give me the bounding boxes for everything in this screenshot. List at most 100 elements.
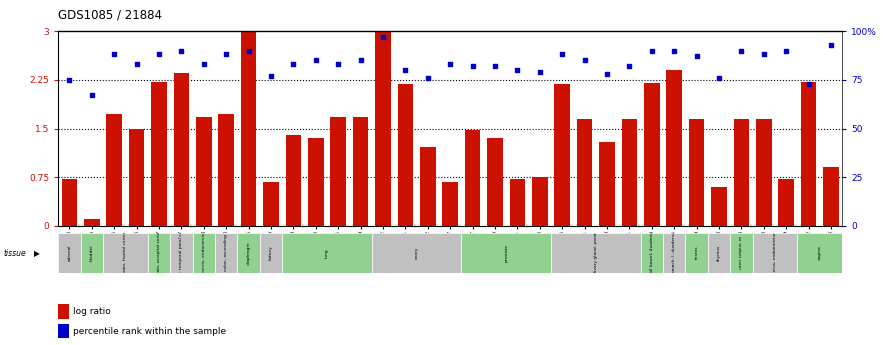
Bar bbox=[398, 84, 413, 226]
Point bbox=[443, 61, 457, 67]
Point bbox=[532, 69, 547, 75]
Point bbox=[555, 52, 570, 57]
Point bbox=[645, 48, 659, 53]
Point bbox=[711, 75, 726, 81]
Bar bbox=[193, 233, 215, 273]
Bar bbox=[487, 138, 503, 226]
Text: brain, frontal cortex: brain, frontal cortex bbox=[124, 231, 127, 274]
Bar bbox=[260, 233, 282, 273]
Point bbox=[286, 61, 300, 67]
Bar bbox=[58, 233, 81, 273]
Bar bbox=[689, 119, 704, 226]
Point bbox=[129, 61, 143, 67]
Bar bbox=[107, 114, 122, 226]
Point bbox=[690, 53, 704, 59]
Bar bbox=[241, 31, 256, 226]
Bar bbox=[81, 233, 103, 273]
Point bbox=[420, 75, 435, 81]
Point bbox=[511, 67, 525, 73]
Point bbox=[308, 58, 323, 63]
Text: cervix, endocervix: cervix, endocervix bbox=[202, 233, 206, 273]
Bar bbox=[331, 117, 346, 226]
Text: thymus: thymus bbox=[717, 245, 721, 261]
Bar bbox=[663, 233, 685, 273]
Bar bbox=[174, 73, 189, 226]
Text: adrenal: adrenal bbox=[67, 245, 72, 261]
Bar bbox=[465, 130, 480, 226]
Point bbox=[353, 58, 367, 63]
Bar bbox=[685, 233, 708, 273]
Bar bbox=[730, 233, 753, 273]
Point bbox=[823, 42, 838, 48]
Bar bbox=[753, 233, 797, 273]
Bar bbox=[756, 119, 771, 226]
Text: ▶: ▶ bbox=[34, 249, 40, 258]
Text: ovary: ovary bbox=[415, 247, 418, 259]
Bar bbox=[263, 182, 279, 226]
Bar bbox=[779, 179, 794, 226]
Bar bbox=[667, 70, 682, 226]
Text: small bowel, duodenum: small bowel, duodenum bbox=[650, 227, 654, 279]
Bar bbox=[375, 31, 391, 226]
Point bbox=[756, 52, 771, 57]
Point bbox=[801, 81, 815, 87]
Text: salivary gland, parotid: salivary gland, parotid bbox=[594, 228, 598, 277]
Bar bbox=[215, 233, 237, 273]
Bar bbox=[353, 117, 368, 226]
Bar bbox=[196, 117, 211, 226]
Point bbox=[466, 63, 480, 69]
Bar bbox=[443, 182, 458, 226]
Text: percentile rank within the sample: percentile rank within the sample bbox=[73, 327, 227, 336]
Bar bbox=[644, 83, 659, 226]
Point bbox=[487, 63, 502, 69]
Point bbox=[577, 58, 591, 63]
Point bbox=[375, 34, 390, 40]
Bar bbox=[170, 233, 193, 273]
Text: uteri corpus, m: uteri corpus, m bbox=[739, 236, 744, 269]
Bar bbox=[801, 82, 816, 226]
Point bbox=[196, 61, 211, 67]
Text: bladder: bladder bbox=[90, 244, 94, 261]
Point bbox=[152, 52, 167, 57]
Bar bbox=[461, 233, 551, 273]
Point bbox=[174, 48, 188, 53]
Bar bbox=[129, 129, 144, 226]
Bar bbox=[551, 233, 641, 273]
Bar bbox=[308, 138, 323, 226]
Point bbox=[735, 48, 749, 53]
Point bbox=[63, 77, 77, 82]
Point bbox=[108, 52, 122, 57]
Point bbox=[667, 48, 681, 53]
Bar bbox=[62, 179, 77, 226]
Text: stomach, I, duodenum: stomach, I, duodenum bbox=[672, 228, 676, 277]
Text: diaphragm: diaphragm bbox=[246, 241, 251, 265]
Bar bbox=[510, 179, 525, 226]
Text: tissue: tissue bbox=[4, 249, 26, 258]
Bar bbox=[282, 233, 372, 273]
Text: brain, temporal poral cortex: brain, temporal poral cortex bbox=[179, 222, 184, 283]
Bar bbox=[372, 233, 461, 273]
Bar bbox=[734, 119, 749, 226]
Point bbox=[622, 63, 636, 69]
Bar bbox=[219, 114, 234, 226]
Bar bbox=[711, 187, 727, 226]
Bar bbox=[532, 177, 547, 226]
Bar bbox=[237, 233, 260, 273]
Bar bbox=[286, 135, 301, 226]
Point bbox=[263, 73, 278, 79]
Bar bbox=[148, 233, 170, 273]
Text: testes: testes bbox=[694, 246, 699, 259]
Text: log ratio: log ratio bbox=[73, 307, 111, 316]
Bar bbox=[622, 119, 637, 226]
Bar bbox=[103, 233, 148, 273]
Text: colon, ascending: colon, ascending bbox=[224, 234, 228, 271]
Text: prostate: prostate bbox=[504, 244, 508, 262]
Bar bbox=[797, 233, 842, 273]
Bar bbox=[555, 84, 570, 226]
Point bbox=[599, 71, 614, 77]
Bar bbox=[577, 119, 592, 226]
Bar bbox=[823, 168, 839, 226]
Point bbox=[398, 67, 412, 73]
Bar bbox=[641, 233, 663, 273]
Text: kidney: kidney bbox=[269, 245, 273, 260]
